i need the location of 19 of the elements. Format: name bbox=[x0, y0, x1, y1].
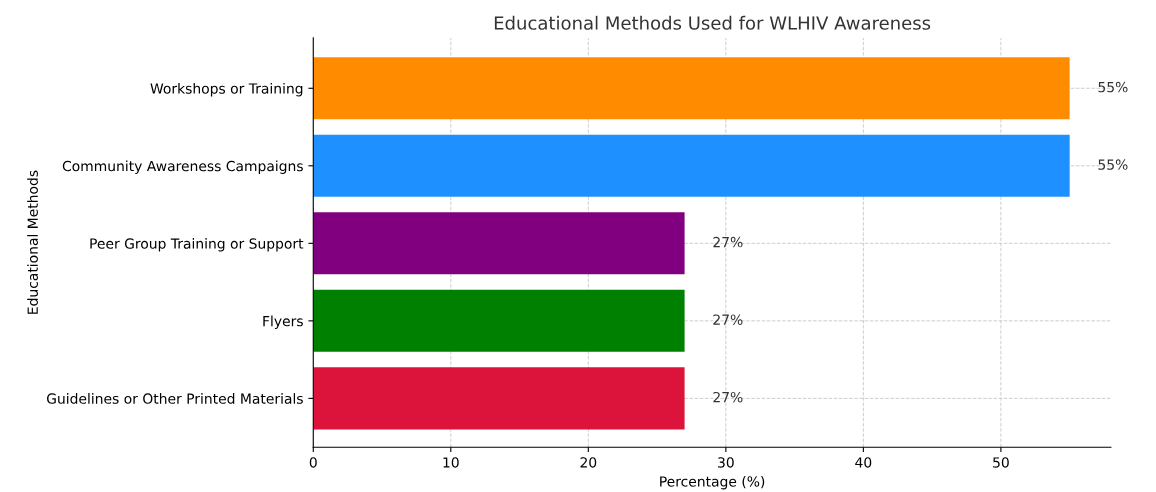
y-tick-label: Community Awareness Campaigns bbox=[62, 160, 303, 174]
y-tick-label: Guidelines or Other Printed Materials bbox=[46, 393, 303, 404]
x-tick-label: 10 bbox=[443, 457, 459, 468]
data-label: 27% bbox=[713, 391, 743, 403]
data-label: 27% bbox=[713, 236, 743, 248]
x-tick-label: 40 bbox=[855, 457, 872, 468]
y-tick-label: Flyers bbox=[263, 315, 303, 330]
y-tick-label: Peer Group Training or Support bbox=[90, 238, 304, 252]
data-label: 55% bbox=[1098, 159, 1128, 170]
chart-title: Educational Methods Used for WLHIV Awareness bbox=[494, 15, 931, 30]
x-tick-label: 20 bbox=[580, 457, 597, 468]
data-label: 27% bbox=[713, 314, 743, 325]
y-axis-title: Educational Methods bbox=[27, 170, 38, 314]
x-axis-title: Percentage (%) bbox=[660, 475, 765, 490]
data-label: 55% bbox=[1098, 81, 1128, 93]
x-tick-label: 0 bbox=[309, 457, 317, 468]
x-tick-label: 30 bbox=[718, 457, 734, 468]
x-tick-label: 50 bbox=[993, 457, 1009, 468]
y-tick-label: Workshops or Training bbox=[150, 83, 303, 97]
